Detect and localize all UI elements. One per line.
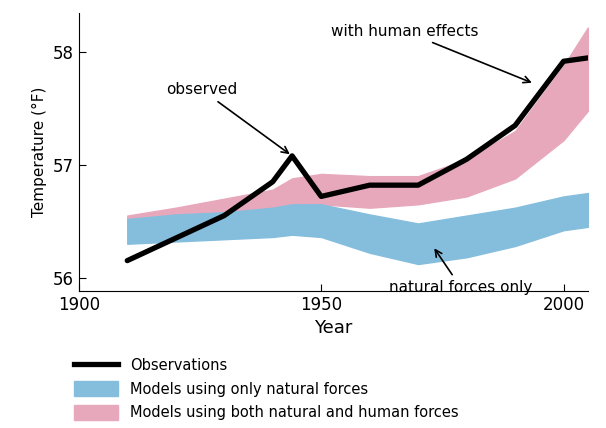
Text: observed: observed [166, 82, 288, 153]
Y-axis label: Temperature (°F): Temperature (°F) [32, 87, 47, 217]
Text: with human effects: with human effects [331, 24, 530, 83]
X-axis label: Year: Year [314, 319, 353, 337]
Text: natural forces only: natural forces only [389, 250, 533, 295]
Legend: Observations, Models using only natural forces, Models using both natural and hu: Observations, Models using only natural … [68, 352, 464, 426]
